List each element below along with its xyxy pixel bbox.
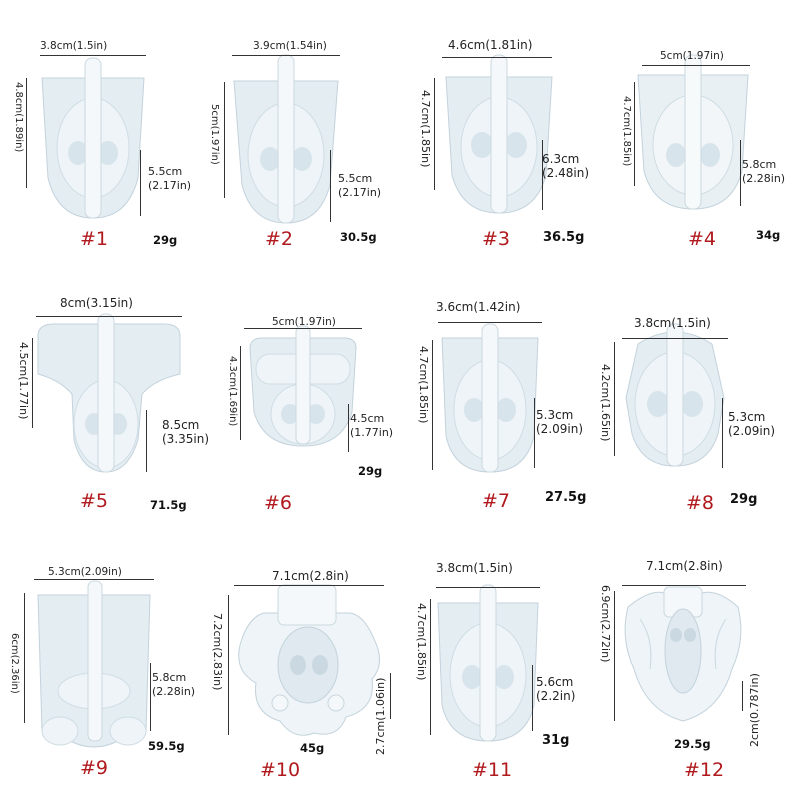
- product-weight: 29.5g: [674, 737, 711, 751]
- skull-mold-image: [441, 323, 539, 473]
- depth-label: 8.5cm (3.35in): [162, 418, 210, 446]
- product-cell-12: 7.1cm(2.8in) 6.9cm(2.72in) 2cm(0.787in) …: [599, 533, 800, 799]
- width-label: 5cm(1.97in): [272, 316, 336, 328]
- product-weight: 36.5g: [543, 230, 585, 245]
- depth-label: 5.8cm (2.28in): [152, 671, 196, 698]
- product-cell-2: 3.9cm(1.54in) 5cm(1.97in) 5.5cm (2.17in) …: [200, 0, 400, 266]
- height-label: 7.2cm(2.83in): [211, 613, 224, 691]
- width-label: 3.8cm(1.5in): [634, 316, 711, 330]
- product-number: #6: [264, 492, 293, 514]
- depth-label: 2.7cm(1.06in): [374, 677, 387, 755]
- product-number: #4: [688, 228, 717, 250]
- product-number: #7: [482, 490, 511, 512]
- product-cell-5: 8cm(3.15in) 4.5cm(1.77in) 8.5cm (3.35in) …: [0, 266, 209, 532]
- height-label: 4.2cm(1.65in): [599, 364, 612, 442]
- product-number: #5: [80, 490, 109, 512]
- height-label: 6.9cm(2.72in): [599, 585, 612, 663]
- width-label: 8cm(3.15in): [60, 296, 133, 310]
- depth-label: 5.3cm (2.09in): [728, 410, 776, 438]
- width-label: 5cm(1.97in): [660, 50, 724, 62]
- product-cell-8: 3.8cm(1.5in) 4.2cm(1.65in) 5.3cm (2.09in)…: [599, 266, 800, 532]
- product-number: #8: [686, 492, 715, 514]
- width-label: 5.3cm(2.09in): [48, 566, 122, 578]
- product-number: #10: [260, 759, 301, 781]
- height-label: 4.5cm(1.77in): [17, 342, 30, 420]
- width-label: 4.6cm(1.81in): [448, 38, 533, 52]
- height-label: 6cm(2.36in): [9, 633, 20, 694]
- product-weight: 29g: [358, 464, 383, 478]
- product-number: #3: [482, 228, 511, 250]
- depth-label: 5.5cm (2.17in): [338, 172, 382, 199]
- product-weight: 29g: [153, 233, 178, 247]
- width-label: 7.1cm(2.8in): [646, 559, 723, 573]
- product-weight: 31g: [542, 733, 570, 748]
- product-cell-3: 4.6cm(1.81in) 4.7cm(1.85in) 6.3cm (2.48in…: [400, 0, 600, 266]
- depth-label: 5.3cm (2.09in): [536, 408, 584, 436]
- depth-label: 2cm(0.787in): [748, 673, 761, 747]
- skull-mold-image: [37, 580, 151, 748]
- width-label: 3.8cm(1.5in): [40, 40, 108, 52]
- skull-mold-image: [625, 323, 725, 467]
- product-weight: 59.5g: [148, 739, 185, 753]
- height-label: 5cm(1.97in): [209, 104, 220, 165]
- skull-mold-image: [445, 54, 553, 214]
- height-label: 4.7cm(1.85in): [415, 603, 428, 681]
- depth-label: 5.6cm (2.2in): [536, 675, 576, 703]
- product-weight: 29g: [730, 492, 758, 507]
- product-cell-10: 7.1cm(2.8in) 7.2cm(2.83in) 2.7cm(1.06in)…: [200, 533, 400, 799]
- width-label: 3.8cm(1.5in): [436, 561, 513, 575]
- product-number: #1: [80, 228, 109, 250]
- skull-mold-image: [238, 584, 380, 736]
- height-label: 4.3cm(1.69in): [227, 356, 238, 427]
- height-label: 4.7cm(1.85in): [419, 90, 432, 168]
- depth-label: 5.8cm (2.28in): [742, 158, 786, 185]
- width-label: 3.9cm(1.54in): [253, 40, 327, 52]
- skull-mold-image: [249, 325, 357, 447]
- depth-label: 5.5cm (2.17in): [148, 165, 192, 192]
- product-number: #12: [684, 759, 725, 781]
- skull-mold-image: [41, 57, 145, 219]
- skull-mold-image: [437, 584, 539, 742]
- product-cell-1: 3.8cm(1.5in) 4.8cm(1.89in) 5.5cm (2.17in)…: [0, 0, 200, 266]
- height-label: 4.7cm(1.85in): [621, 96, 632, 167]
- product-weight: 30.5g: [340, 230, 377, 244]
- product-weight: 45g: [300, 741, 325, 755]
- skull-mold-image: [37, 313, 181, 473]
- product-weight: 34g: [756, 228, 781, 242]
- skull-mold-image: [637, 54, 749, 210]
- product-cell-4: 5cm(1.97in) 4.7cm(1.85in) 5.8cm (2.28in) …: [600, 0, 800, 266]
- height-label: 4.7cm(1.85in): [417, 346, 430, 424]
- product-cell-6: 5cm(1.97in) 4.3cm(1.69in) 4.5cm (1.77in) …: [200, 266, 400, 532]
- product-number: #2: [265, 228, 294, 250]
- product-weight: 27.5g: [545, 490, 587, 505]
- width-label: 3.6cm(1.42in): [436, 300, 521, 314]
- product-weight: 71.5g: [150, 498, 187, 512]
- height-label: 4.8cm(1.89in): [13, 82, 24, 153]
- product-number: #11: [472, 759, 513, 781]
- product-cell-9: 5.3cm(2.09in) 6cm(2.36in) 5.8cm (2.28in) …: [0, 533, 200, 799]
- depth-label: 6.3cm (2.48in): [542, 152, 590, 180]
- product-cell-7: 3.6cm(1.42in) 4.7cm(1.85in) 5.3cm (2.09in…: [400, 266, 600, 532]
- skull-mold-image: [624, 586, 742, 722]
- product-cell-11: 3.8cm(1.5in) 4.7cm(1.85in) 5.6cm (2.2in) …: [400, 533, 600, 799]
- skull-mold-image: [233, 54, 339, 224]
- depth-label: 4.5cm (1.77in): [350, 412, 394, 439]
- width-label: 7.1cm(2.8in): [272, 569, 349, 583]
- product-number: #9: [80, 757, 109, 779]
